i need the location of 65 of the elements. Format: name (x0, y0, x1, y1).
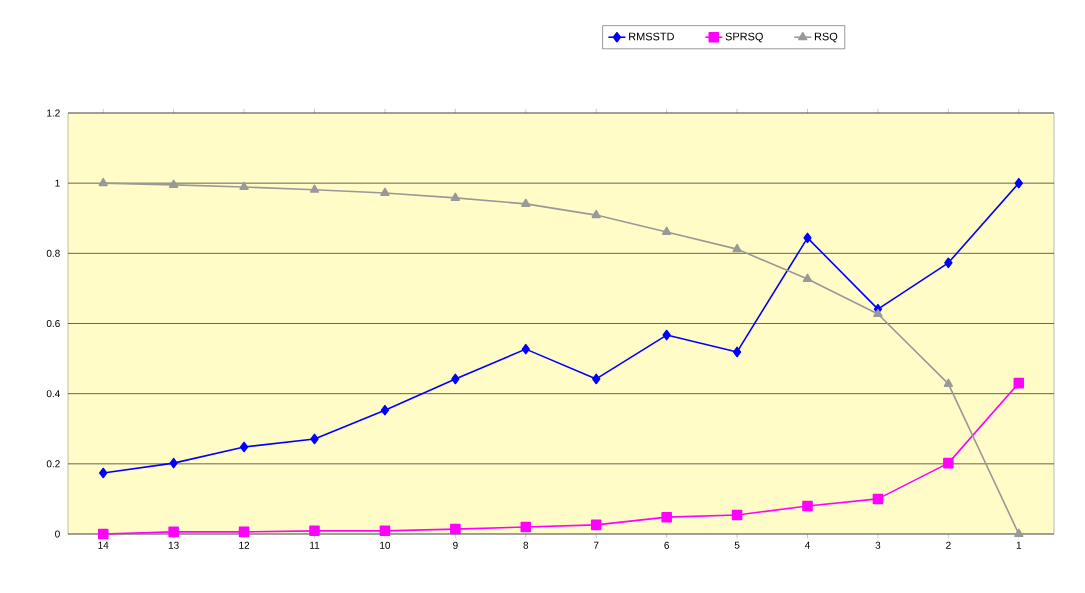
point (943, 378, 954, 387)
point (592, 373, 601, 385)
x-tick-label: 12 (239, 541, 250, 549)
point (380, 404, 390, 416)
point (99, 467, 108, 479)
point (802, 500, 813, 512)
point (803, 232, 812, 244)
y-tick-label: 0.8 (46, 249, 60, 257)
point (944, 257, 953, 269)
x-tick-label: 14 (98, 541, 109, 549)
point (309, 525, 320, 537)
point (451, 373, 460, 385)
point (661, 511, 672, 523)
legend-label: RMSSTD (629, 32, 674, 41)
point (238, 526, 250, 538)
point (802, 273, 813, 282)
x-tick-label: 4 (804, 541, 810, 549)
point (380, 187, 390, 197)
point (872, 493, 884, 505)
point (168, 179, 179, 188)
point (168, 526, 179, 538)
point (310, 433, 319, 445)
point (521, 198, 531, 207)
point (591, 209, 601, 219)
x-tick-label: 5 (734, 541, 740, 549)
y-tick-label: 1 (55, 179, 60, 187)
point (732, 243, 742, 253)
y-tick-label: 0 (55, 530, 60, 538)
x-tick-label: 10 (380, 541, 391, 549)
point (520, 521, 532, 533)
x-tick-label: 1 (1016, 541, 1022, 549)
point (873, 308, 883, 318)
point (169, 457, 178, 469)
x-tick-label: 3 (875, 541, 881, 549)
point (450, 523, 461, 535)
point (662, 329, 671, 341)
point (97, 528, 109, 540)
x-tick-label: 13 (168, 541, 179, 549)
point (732, 346, 742, 358)
point (1014, 177, 1023, 189)
point (1014, 528, 1024, 538)
x-tick-label: 9 (453, 541, 458, 549)
point (1013, 377, 1025, 389)
point (450, 192, 461, 201)
point (731, 509, 743, 521)
legend-label: RSQ (814, 32, 838, 43)
y-tick-label: 0.4 (46, 390, 60, 398)
y-tick-label: 1.2 (47, 109, 60, 117)
point (521, 343, 530, 355)
point (98, 177, 108, 187)
point (379, 525, 391, 537)
point (239, 181, 249, 191)
x-tick-label: 7 (593, 541, 599, 549)
x-tick-label: 11 (310, 541, 320, 549)
x-tick-label: 8 (523, 541, 529, 549)
y-tick-label: 0.6 (46, 319, 60, 328)
x-tick-label: 2 (946, 541, 951, 549)
point (943, 457, 954, 469)
point (590, 519, 602, 531)
point (239, 441, 249, 453)
point (661, 226, 672, 235)
y-tick-label: 0.2 (46, 460, 60, 468)
point (309, 184, 320, 193)
legend-label: SPRSQ (725, 32, 763, 43)
x-tick-label: 6 (664, 541, 669, 549)
